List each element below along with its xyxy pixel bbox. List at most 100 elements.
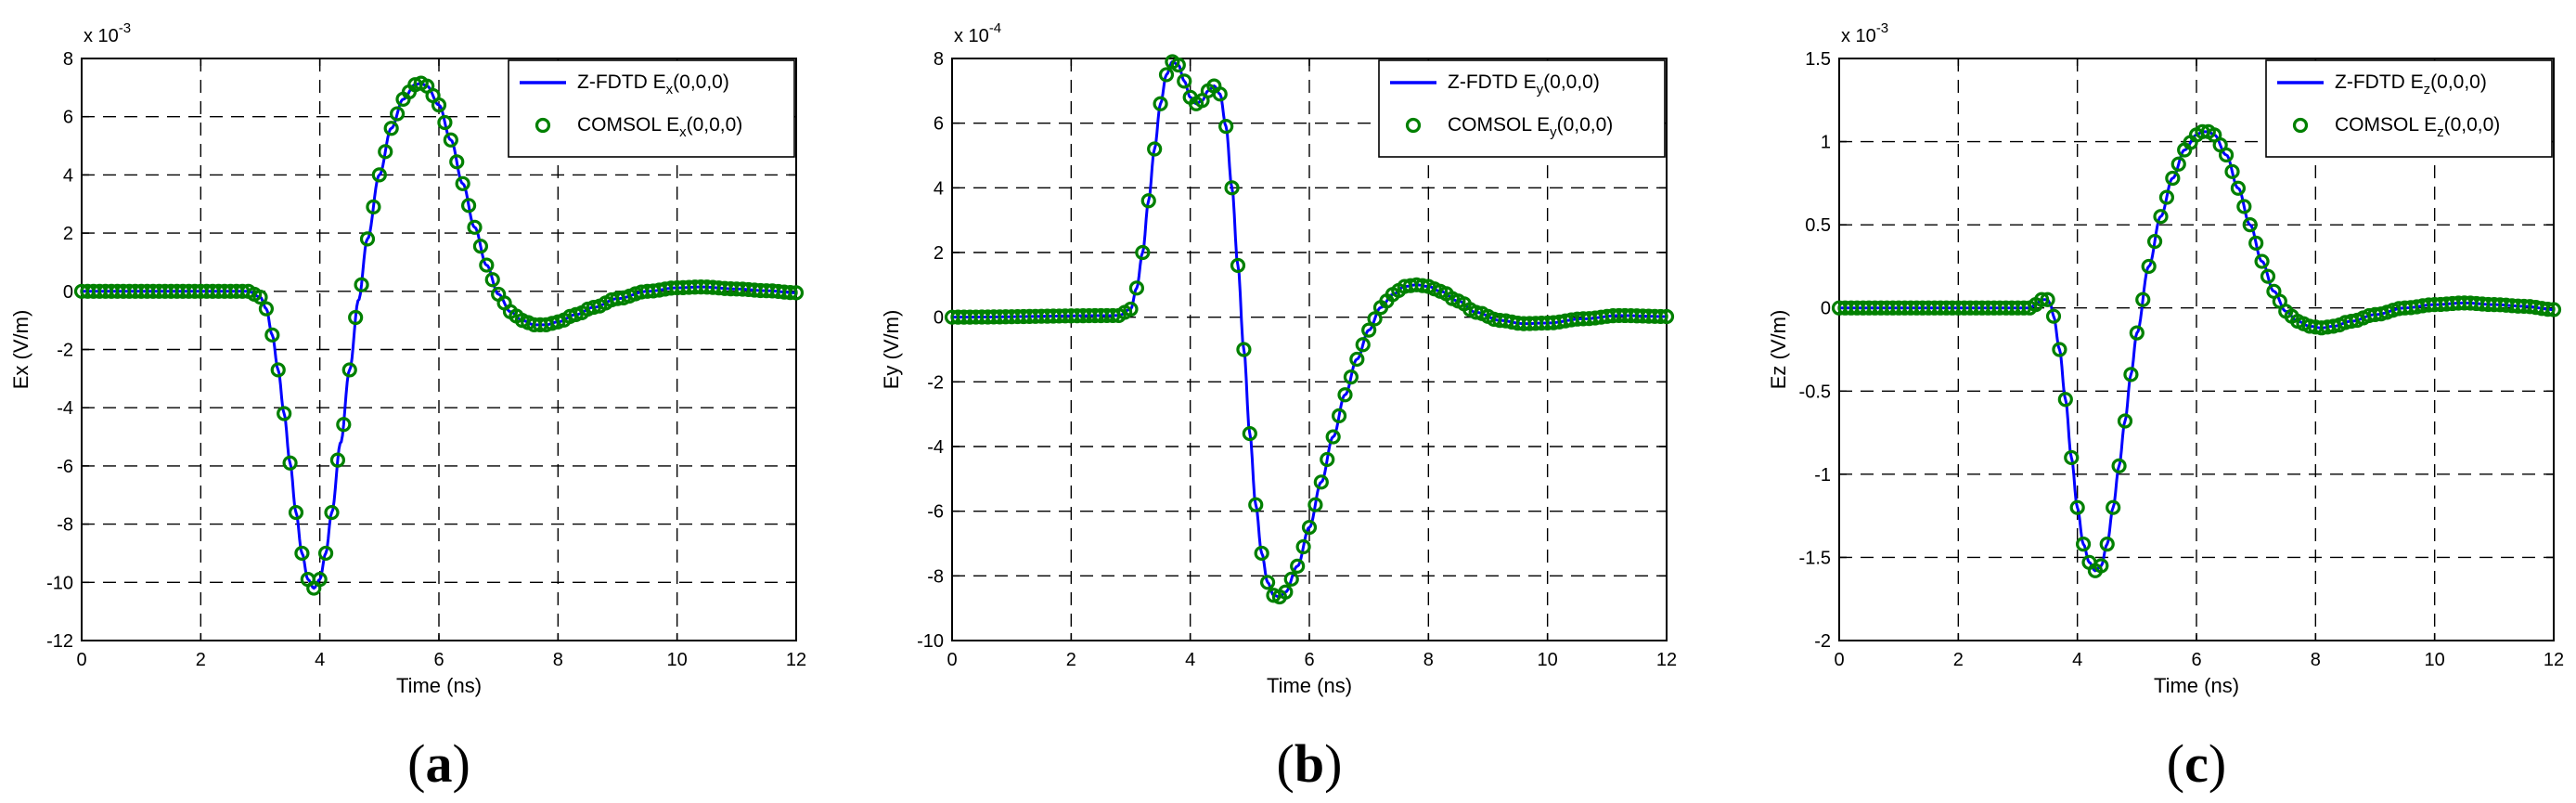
data-point-marker (484, 272, 500, 288)
data-point-marker (1313, 474, 1329, 490)
data-point-marker (359, 231, 376, 247)
data-point-marker (2224, 163, 2240, 179)
data-point-marker (1147, 141, 1163, 157)
y-tick-label: 0 (934, 308, 944, 329)
data-point-marker (1218, 119, 1234, 135)
series-markers-comsol (73, 75, 805, 596)
legend-box (508, 59, 795, 158)
data-point-marker (2052, 342, 2067, 357)
data-point-marker (270, 362, 286, 378)
data-point-marker (2230, 180, 2247, 196)
y-tick-label: -8 (927, 566, 944, 587)
x-tick-label: 6 (433, 650, 444, 670)
data-point-marker (1259, 575, 1276, 590)
legend-marker-swatch (535, 117, 551, 134)
data-point-marker (2540, 302, 2556, 317)
y-axis-label: Ex (V/m) (9, 310, 32, 390)
data-point-marker (431, 97, 447, 113)
series-markers-comsol (944, 54, 1675, 605)
data-point-marker (2545, 302, 2562, 317)
x-axis-label: Time (ns) (1267, 674, 1352, 697)
legend-entry-label: Z-FDTD Ey(0,0,0) (1448, 71, 1600, 97)
data-point-marker (2117, 413, 2133, 429)
y-tick-label: 0 (1821, 299, 1831, 319)
data-point-marker (1177, 73, 1192, 89)
data-point-marker (2064, 449, 2080, 466)
y-tick-label: 2 (934, 243, 944, 264)
data-point-marker (1337, 387, 1353, 403)
x-tick-label: 4 (2072, 650, 2082, 670)
data-point-marker (2158, 189, 2175, 205)
data-point-marker (282, 455, 298, 471)
data-point-marker (449, 154, 465, 170)
y-tick-label: 0.5 (1805, 215, 1831, 236)
data-point-marker (782, 285, 798, 301)
x-tick-label: 4 (1185, 650, 1195, 670)
data-point-marker (1290, 558, 1306, 574)
y-tick-label: -2 (927, 372, 944, 393)
data-point-marker (1343, 369, 1359, 385)
legend-entry-label: Z-FDTD Ez(0,0,0) (2335, 71, 2487, 97)
data-point-marker (1212, 86, 1228, 102)
y-tick-label: -2 (1814, 631, 1831, 652)
data-point-marker (2106, 499, 2121, 515)
data-point-marker (348, 309, 364, 326)
x-tick-label: 12 (786, 650, 806, 670)
data-point-marker (1254, 545, 1269, 562)
x-tick-label: 8 (553, 650, 563, 670)
data-point-marker (1230, 257, 1246, 274)
data-point-marker (258, 301, 275, 317)
x-tick-label: 12 (1656, 650, 1677, 670)
data-point-marker (1135, 244, 1151, 261)
data-point-marker (2146, 233, 2163, 250)
y-tick-label: 1 (1821, 133, 1831, 153)
data-point-marker (479, 257, 495, 273)
data-point-marker (1355, 337, 1371, 353)
data-point-marker (2099, 536, 2115, 552)
x-axis-label: Time (ns) (396, 674, 482, 697)
data-point-marker (2218, 147, 2235, 162)
data-point-marker (1295, 538, 1311, 555)
data-point-marker (2260, 268, 2276, 284)
y-tick-label: -1.5 (1799, 548, 1831, 568)
y-tick-label: -12 (46, 631, 73, 652)
legend-marker-swatch (2292, 117, 2309, 134)
x-tick-label: 6 (1304, 650, 1314, 670)
data-point-marker (1278, 584, 1294, 600)
data-point-marker (1301, 519, 1318, 536)
chart-panel-c: 0 2 4 6 8 10 12 -2 -1.5 -1 -0.5 0 0.5 1 1.5 x 10-3 Time … (1767, 20, 2564, 794)
data-point-marker (2254, 253, 2270, 269)
data-point-marker (1170, 57, 1186, 73)
data-point-marker (460, 198, 477, 214)
x-axis-label: Time (ns) (2154, 674, 2239, 697)
data-point-marker (1128, 280, 1145, 296)
data-point-marker (1307, 497, 1323, 512)
y-tick-label: 8 (63, 49, 73, 70)
data-point-marker (2111, 458, 2127, 473)
legend: Z-FDTD Ex(0,0,0) COMSOL Ex(0,0,0) (508, 59, 795, 158)
y-tick-label: -6 (57, 457, 73, 477)
y-exponent-label: x 10-3 (84, 20, 131, 46)
data-point-marker (378, 144, 393, 160)
data-point-marker (366, 199, 381, 214)
data-point-marker (2242, 217, 2258, 233)
data-point-marker (1153, 96, 1168, 111)
legend-box (1378, 59, 1666, 158)
x-tick-label: 0 (947, 650, 957, 670)
data-point-marker (2093, 558, 2109, 574)
data-point-marker (1367, 311, 1383, 327)
data-point-marker (2165, 170, 2181, 187)
data-point-marker (329, 452, 346, 468)
data-point-marker (317, 545, 334, 562)
data-point-marker (2236, 199, 2252, 214)
data-point-marker (1242, 425, 1257, 442)
data-point-marker (1224, 180, 1240, 196)
chart-panel-a: 0 2 4 6 8 10 12 -12 -10 -8 -6 -4 -2 0 2 4 6 8 x 10-3 Time (… (9, 20, 806, 794)
data-point-marker (1349, 351, 1365, 368)
x-tick-label: 6 (2191, 650, 2201, 670)
data-point-marker (371, 167, 387, 183)
data-point-marker (2170, 156, 2186, 172)
x-tick-label: 10 (1538, 650, 1558, 670)
data-point-marker (1320, 451, 1335, 468)
data-point-marker (1361, 322, 1377, 338)
